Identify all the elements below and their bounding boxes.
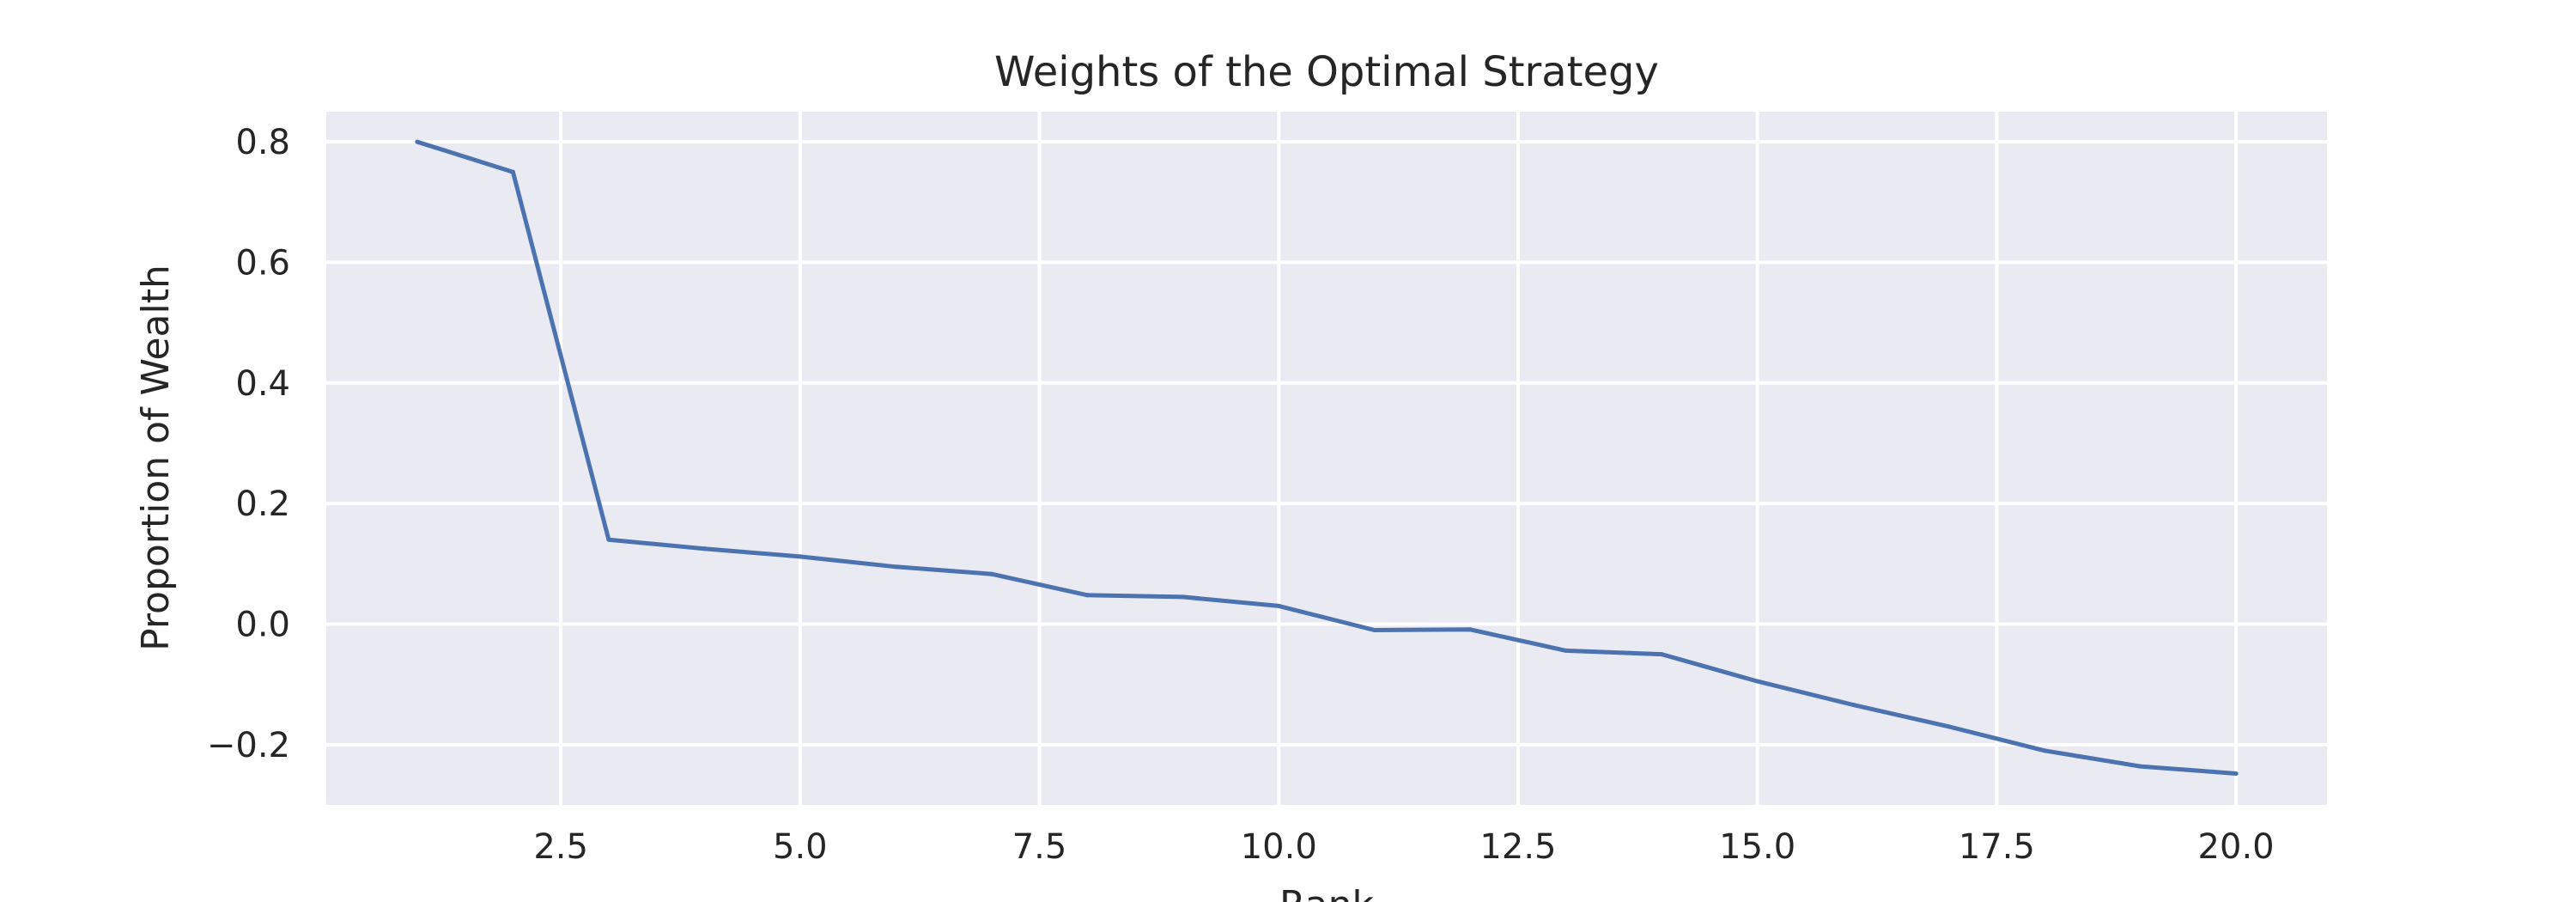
data-point [893, 564, 898, 570]
x-tick-label: 20.0 [2198, 827, 2275, 867]
data-point [1181, 594, 1186, 600]
x-tick-label: 10.0 [1241, 827, 1317, 867]
data-point [2042, 748, 2047, 753]
data-point [1755, 679, 1760, 684]
data-point [2233, 771, 2239, 777]
y-tick-label: 0.0 [235, 605, 290, 644]
x-axis-ticks: 2.5 5.0 7.5 10.0 12.5 15.0 17.5 20.0 [533, 827, 2274, 867]
data-point [1276, 603, 1281, 608]
y-tick-label: 0.2 [235, 485, 290, 524]
data-point [415, 139, 420, 144]
data-point [1947, 724, 1952, 729]
data-point [2138, 764, 2143, 769]
x-axis-label: Rank [1279, 883, 1374, 902]
chart-title: Weights of the Optimal Strategy [994, 48, 1659, 96]
x-tick-label: 2.5 [533, 827, 588, 867]
y-tick-label: 0.6 [235, 243, 290, 283]
data-point [1467, 627, 1473, 632]
series-layer [415, 139, 2239, 777]
y-axis-label: Proportion of Wealth [134, 265, 178, 651]
data-point [606, 537, 611, 542]
x-tick-label: 12.5 [1479, 827, 1556, 867]
series-line [415, 139, 2239, 776]
data-point [510, 169, 515, 174]
y-tick-label: −0.2 [207, 726, 290, 765]
y-tick-label: 0.4 [235, 364, 290, 404]
data-point [702, 546, 707, 552]
data-point [1084, 593, 1090, 598]
data-point [989, 571, 994, 576]
x-tick-label: 15.0 [1719, 827, 1795, 867]
x-tick-label: 5.0 [773, 827, 828, 867]
plot-area [326, 112, 2327, 805]
grid [326, 112, 2327, 805]
data-point [798, 554, 803, 559]
y-axis-ticks: −0.2 0.0 0.2 0.4 0.6 0.8 [207, 123, 290, 765]
data-point [1372, 627, 1377, 632]
x-tick-label: 17.5 [1959, 827, 2035, 867]
data-point [1850, 703, 1856, 708]
data-point [1659, 652, 1664, 657]
y-tick-label: 0.8 [235, 123, 290, 162]
x-tick-label: 7.5 [1012, 827, 1067, 867]
data-point [1564, 648, 1569, 653]
